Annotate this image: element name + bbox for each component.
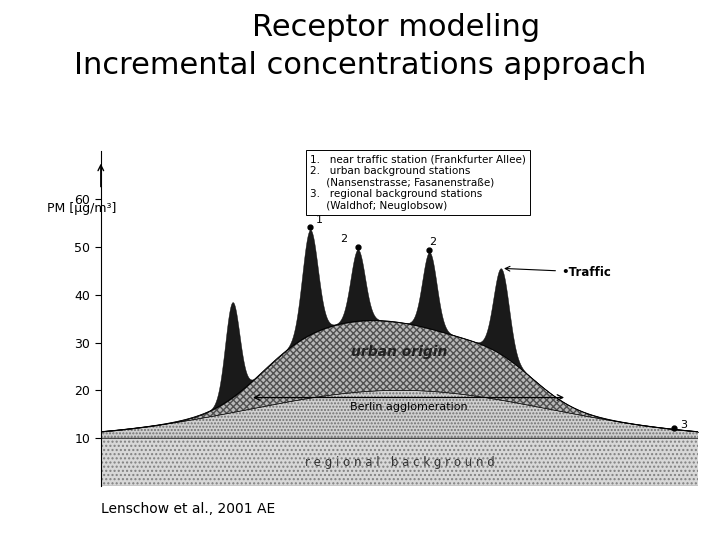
Text: 2: 2 <box>340 234 347 244</box>
Text: PM [μg/m³]: PM [μg/m³] <box>47 202 117 215</box>
Text: urban origin: urban origin <box>351 345 448 359</box>
Text: 2: 2 <box>429 237 436 247</box>
Text: Lenschow et al., 2001 AE: Lenschow et al., 2001 AE <box>101 502 275 516</box>
Text: 1: 1 <box>316 214 323 225</box>
Text: •Traffic: •Traffic <box>505 266 611 279</box>
Text: Receptor modeling: Receptor modeling <box>252 14 540 43</box>
Text: Berlin agglomeration: Berlin agglomeration <box>350 402 467 413</box>
Text: 1.   near traffic station (Frankfurter Allee)
2.   urban background stations
   : 1. near traffic station (Frankfurter All… <box>310 154 526 211</box>
Text: 3: 3 <box>680 420 688 430</box>
Text: Incremental concentrations approach: Incremental concentrations approach <box>74 51 646 80</box>
Text: r e g i o n a l   b a c k g r o u n d: r e g i o n a l b a c k g r o u n d <box>305 456 495 469</box>
